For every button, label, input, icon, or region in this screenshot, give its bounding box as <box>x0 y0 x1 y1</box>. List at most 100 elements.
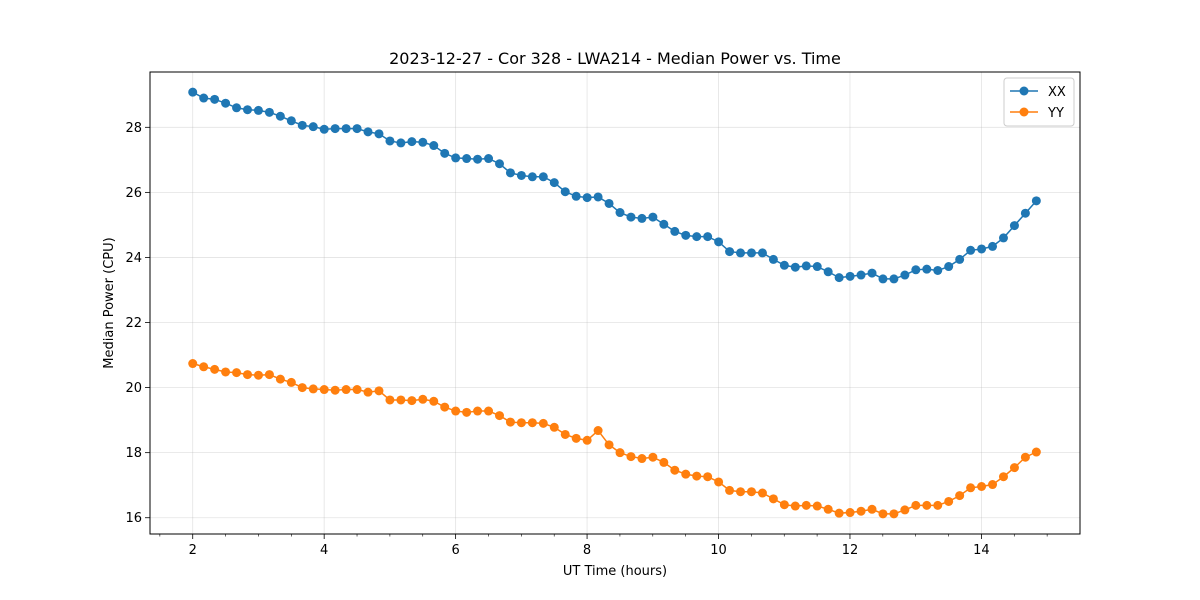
data-point-xx <box>440 148 450 158</box>
data-point-yy <box>1009 463 1019 473</box>
data-point-yy <box>560 429 570 439</box>
data-point-xx <box>527 172 537 182</box>
data-point-xx <box>966 245 976 255</box>
data-point-yy <box>473 406 483 416</box>
data-point-yy <box>659 457 669 467</box>
data-point-xx <box>736 248 746 258</box>
data-point-yy <box>484 406 494 416</box>
data-point-yy <box>889 509 899 519</box>
data-point-xx <box>538 172 548 182</box>
data-point-yy <box>768 494 778 504</box>
data-point-yy <box>856 506 866 516</box>
data-point-yy <box>429 396 439 406</box>
data-point-xx <box>725 247 735 257</box>
data-point-xx <box>955 254 965 264</box>
legend-marker-yy <box>1019 107 1029 117</box>
data-point-xx <box>319 124 329 134</box>
legend-label-xx: XX <box>1048 85 1066 100</box>
data-point-yy <box>790 501 800 511</box>
data-point-xx <box>911 265 921 275</box>
data-point-xx <box>473 154 483 164</box>
data-point-yy <box>998 472 1008 482</box>
data-point-yy <box>681 469 691 479</box>
data-point-xx <box>867 268 877 278</box>
y-tick-label: 28 <box>125 121 142 136</box>
data-point-yy <box>451 406 461 416</box>
data-point-xx <box>659 219 669 229</box>
legend-marker-xx <box>1019 86 1029 96</box>
data-point-yy <box>703 472 713 482</box>
data-point-yy <box>264 370 274 380</box>
data-point-xx <box>253 105 263 115</box>
data-point-yy <box>615 448 625 458</box>
data-point-xx <box>900 270 910 280</box>
data-point-xx <box>221 98 231 108</box>
data-point-yy <box>878 509 888 519</box>
data-point-yy <box>440 402 450 412</box>
data-point-yy <box>812 501 822 511</box>
data-point-yy <box>637 454 647 464</box>
data-point-yy <box>670 465 680 475</box>
chart-title: 2023-12-27 - Cor 328 - LWA214 - Median P… <box>389 49 841 68</box>
data-point-xx <box>1031 196 1041 206</box>
data-point-yy <box>527 418 537 428</box>
data-point-yy <box>955 491 965 501</box>
data-point-xx <box>637 213 647 223</box>
x-tick-label: 2 <box>189 543 197 558</box>
data-point-yy <box>626 452 636 462</box>
data-point-yy <box>736 487 746 497</box>
data-point-xx <box>352 124 362 134</box>
data-point-yy <box>922 500 932 510</box>
data-point-yy <box>692 471 702 481</box>
x-axis-label: UT Time (hours) <box>563 564 667 579</box>
data-point-yy <box>582 435 592 445</box>
data-point-yy <box>363 387 373 397</box>
data-point-xx <box>823 267 833 277</box>
data-point-xx <box>396 138 406 148</box>
data-point-yy <box>516 418 526 428</box>
data-point-yy <box>867 504 877 514</box>
data-point-yy <box>286 377 296 387</box>
data-point-xx <box>308 122 318 132</box>
data-point-xx <box>878 274 888 284</box>
data-point-yy <box>933 500 943 510</box>
data-point-yy <box>823 504 833 514</box>
data-point-xx <box>495 159 504 169</box>
data-point-xx <box>933 265 943 275</box>
data-point-xx <box>429 141 439 151</box>
data-point-xx <box>648 212 658 222</box>
data-point-xx <box>988 241 998 251</box>
data-point-xx <box>297 120 307 130</box>
data-point-yy <box>1020 452 1030 462</box>
y-tick-label: 20 <box>125 381 142 396</box>
data-point-yy <box>725 485 735 495</box>
data-point-xx <box>385 136 395 146</box>
data-point-yy <box>900 505 910 515</box>
data-point-yy <box>495 411 504 421</box>
data-point-xx <box>845 271 855 281</box>
series-layer <box>188 87 1041 519</box>
data-point-xx <box>516 170 526 180</box>
x-tick-label: 4 <box>320 543 328 558</box>
data-point-xx <box>549 178 559 188</box>
data-point-xx <box>790 262 800 272</box>
data-point-xx <box>264 107 274 117</box>
data-point-yy <box>374 386 384 396</box>
data-point-xx <box>626 212 636 222</box>
data-point-yy <box>418 394 428 404</box>
data-point-xx <box>199 93 209 103</box>
data-point-yy <box>746 487 756 497</box>
data-point-yy <box>966 483 976 493</box>
data-point-yy <box>977 482 987 491</box>
data-point-xx <box>977 244 987 254</box>
data-point-xx <box>768 254 778 264</box>
data-point-yy <box>308 384 318 394</box>
x-tick-label: 8 <box>583 543 591 558</box>
data-point-yy <box>538 418 548 428</box>
data-point-yy <box>1031 447 1041 457</box>
data-point-xx <box>801 261 811 271</box>
data-point-xx <box>505 168 515 178</box>
data-point-yy <box>648 452 658 462</box>
